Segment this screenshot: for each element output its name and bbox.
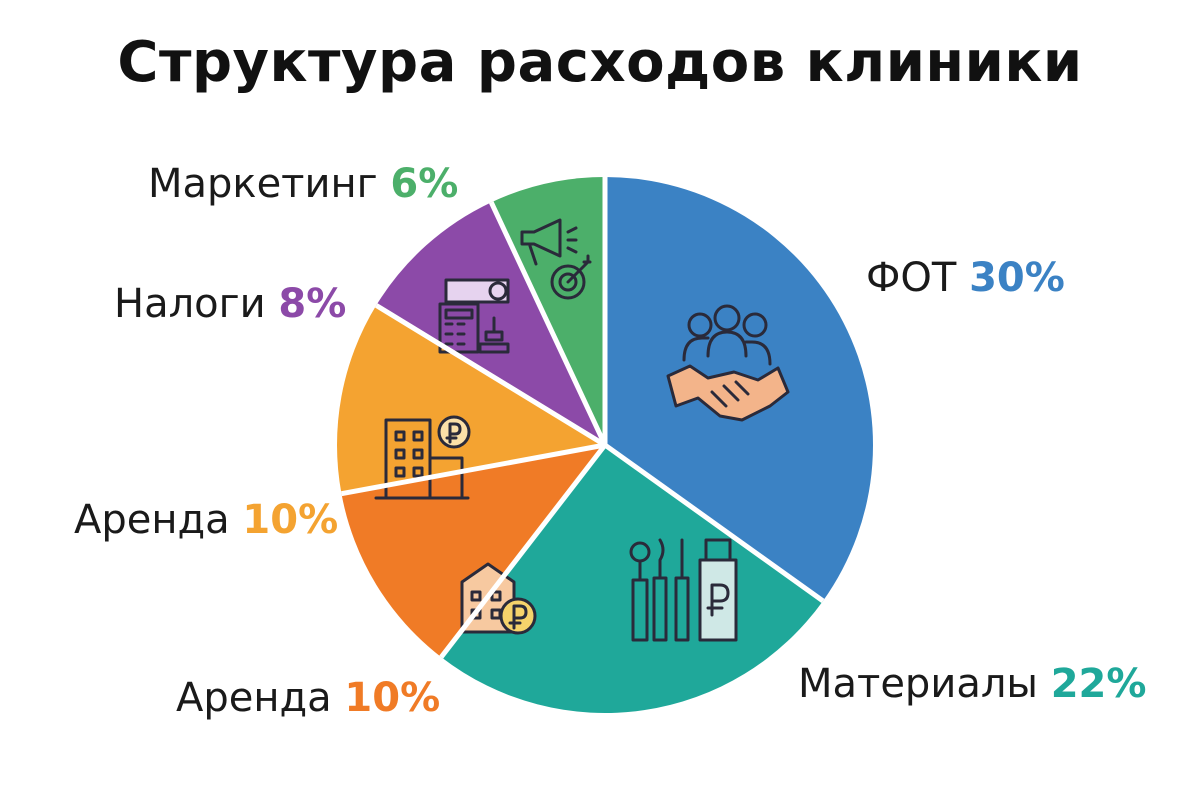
- slice-label-fot: ФОТ 30%: [866, 258, 1065, 298]
- calculator-stamp-icon: [438, 278, 510, 354]
- slice-label-rent-orange: Аренда 10%: [176, 678, 440, 718]
- slice-label-taxes: Налоги 8%: [114, 284, 346, 324]
- slice-label-fot-value: 30%: [969, 255, 1065, 301]
- pie-slice-4: [376, 202, 605, 445]
- slice-divider-5: [488, 201, 608, 447]
- slice-label-taxes-name: Налоги: [114, 281, 266, 327]
- chart-title: Структура расходов клиники: [117, 30, 1083, 95]
- slice-divider-4: [374, 303, 607, 448]
- slice-label-marketing-name: Маркетинг: [148, 161, 378, 207]
- slice-divider-3: [341, 442, 606, 497]
- slice-label-marketing-value: 6%: [390, 161, 459, 207]
- megaphone-target-icon: [520, 218, 592, 300]
- slice-label-taxes-value: 8%: [278, 281, 347, 327]
- slice-label-materials-name: Материалы: [798, 661, 1038, 707]
- slice-divider-1: [603, 442, 825, 603]
- office-ruble-icon: [374, 415, 471, 500]
- slice-label-materials: Материалы 22%: [798, 664, 1146, 704]
- slice-label-rent-amber-value: 10%: [242, 497, 339, 543]
- slice-label-rent-amber: Аренда 10%: [74, 500, 338, 540]
- slice-divider-2: [439, 443, 607, 659]
- team-handshake-icon: [666, 304, 790, 422]
- slice-label-marketing: Маркетинг 6%: [148, 164, 458, 204]
- dental-tools-icon: [629, 538, 738, 642]
- slice-label-fot-name: ФОТ: [866, 255, 957, 301]
- slice-label-materials-value: 22%: [1050, 661, 1147, 707]
- slice-label-rent-orange-name: Аренда: [176, 675, 332, 721]
- pie-slice-3: [337, 305, 605, 494]
- pie-slice-5: [491, 177, 605, 445]
- slice-label-rent-orange-value: 10%: [344, 675, 441, 721]
- slice-label-rent-amber-name: Аренда: [74, 497, 230, 543]
